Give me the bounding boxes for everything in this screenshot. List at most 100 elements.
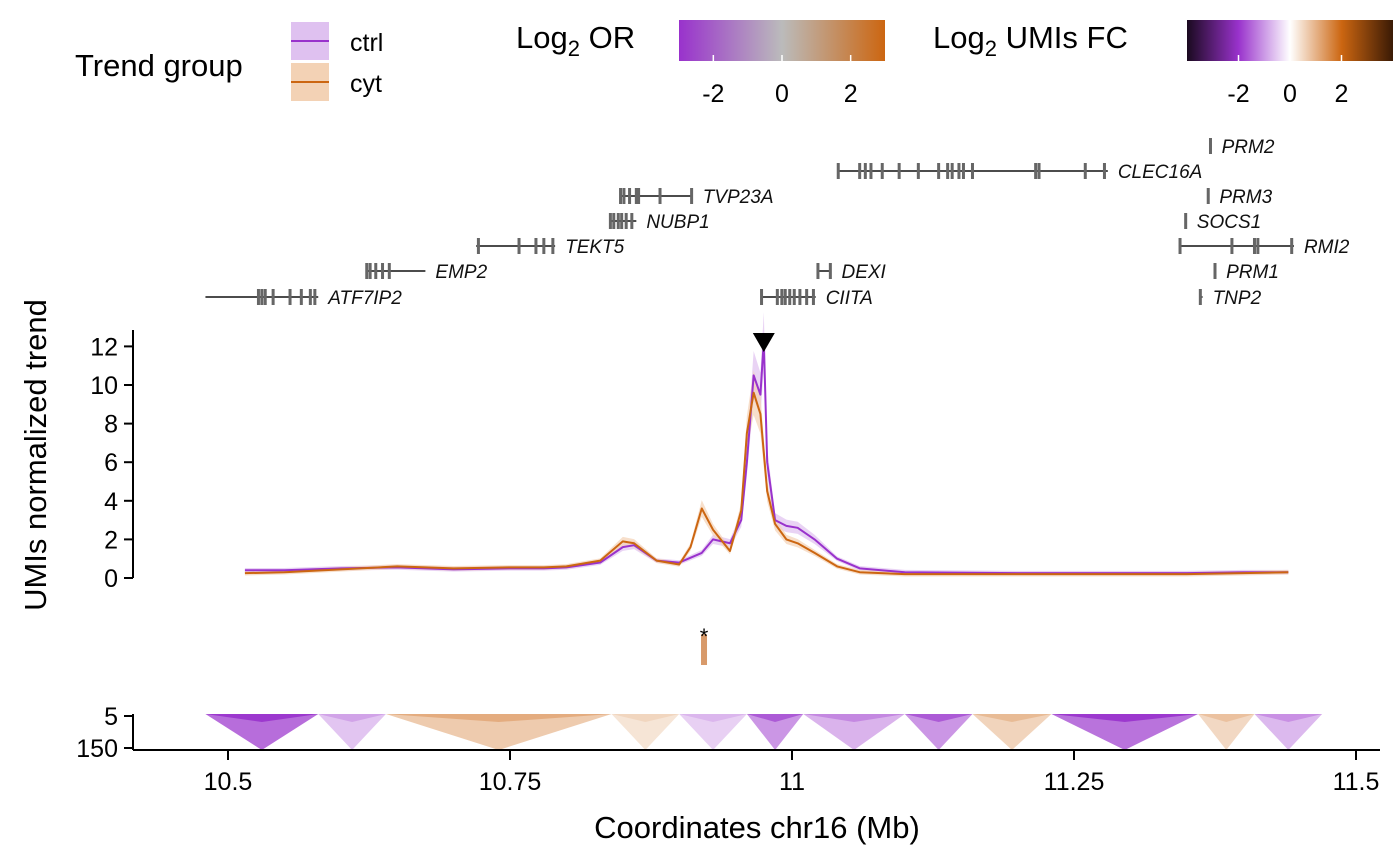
gene-tnp2-exon-0 xyxy=(1198,289,1202,305)
x-tick-label-4: 11.5 xyxy=(1333,768,1380,796)
gene-rmi2-label: RMI2 xyxy=(1304,237,1350,258)
x-axis-ticks: 10.5 10.75 11 11.25 11.5 xyxy=(204,750,1380,796)
legend-trend-group: Trend group ctrl cyt xyxy=(75,22,383,101)
gene-tvp23a-exon-1 xyxy=(622,188,626,204)
gene-clec16a-exon-3 xyxy=(869,163,873,179)
line-cyt xyxy=(244,391,1289,576)
or-tick-label-2: 2 xyxy=(844,80,858,108)
gene-atf7ip2-exon-2 xyxy=(263,289,267,305)
y-tick-label-2: 4 xyxy=(104,488,118,516)
heatmap-block-near-2 xyxy=(385,714,612,722)
gene-rmi2-exon-1 xyxy=(1230,238,1234,254)
gene-prm1-label: PRM1 xyxy=(1226,262,1279,283)
y-axis-title: UMIs normalized trend xyxy=(18,299,53,611)
gene-nubp1-exon-3 xyxy=(620,213,624,229)
heatmap-block-near-7 xyxy=(904,714,973,722)
gene-tekt5-exon-3 xyxy=(542,238,546,254)
gene-clec16a-exon-10 xyxy=(957,163,961,179)
heatmap-block-7 xyxy=(904,714,973,750)
heatmap-block-5 xyxy=(746,714,804,750)
gene-ciita-exon-7 xyxy=(805,289,809,305)
gene-emp2-exon-3 xyxy=(381,263,385,279)
fc-colorbar xyxy=(1187,20,1393,61)
gene-rmi2-exon-3 xyxy=(1256,238,1260,254)
gene-nubp1-exon-0 xyxy=(608,213,612,229)
x-tick-label-2: 11 xyxy=(779,768,805,796)
gene-atf7ip2-exon-5 xyxy=(299,289,303,305)
or-tick-label-0: -2 xyxy=(702,80,724,108)
heatmap-block-near-1 xyxy=(318,714,386,722)
heatmap-block-near-4 xyxy=(679,714,747,722)
gene-clec16a-exon-1 xyxy=(858,163,862,179)
gene-tvp23a-exon-3 xyxy=(634,188,638,204)
odds-ratio-track: * xyxy=(700,624,709,665)
fc-tick-label-2: 2 xyxy=(1335,80,1349,108)
heatmap-block-9 xyxy=(1051,714,1199,750)
gene-clec16a-exon-9 xyxy=(950,163,954,179)
heatmap-block-11 xyxy=(1254,714,1323,750)
x-tick-label-3: 11.25 xyxy=(1044,768,1105,796)
heatmap-block-near-10 xyxy=(1198,714,1255,722)
heatmap-block-near-8 xyxy=(972,714,1052,722)
heatmap-block-near-9 xyxy=(1051,714,1199,722)
gene-dexi-exon-0 xyxy=(816,263,820,279)
gene-tekt5-label: TEKT5 xyxy=(565,237,625,258)
legend-log2-umis-fc: Log2 UMIs FC -2 0 2 xyxy=(933,20,1393,108)
gene-nubp1-label: NUBP1 xyxy=(646,212,709,233)
gene-emp2-exon-1 xyxy=(368,263,372,279)
gene-ciita-label: CIITA xyxy=(826,288,873,309)
gene-nubp1-exon-1 xyxy=(612,213,616,229)
gene-clec16a-exon-11 xyxy=(961,163,965,179)
gene-emp2-exon-2 xyxy=(374,263,378,279)
or-scale-title: Log2 OR xyxy=(516,20,635,61)
y-tick-label-1: 2 xyxy=(104,526,118,554)
gene-dexi-label: DEXI xyxy=(841,262,886,283)
or-signal-bar xyxy=(701,634,708,665)
heatmap-block-6 xyxy=(803,714,905,750)
gene-tvp23a-exon-6 xyxy=(690,188,694,204)
gene-dexi-exon-1 xyxy=(828,263,832,279)
gene-atf7ip2-exon-3 xyxy=(271,289,275,305)
gene-prm3-label: PRM3 xyxy=(1219,187,1272,208)
gene-tvp23a-exon-2 xyxy=(628,188,632,204)
gene-tekt5-exon-0 xyxy=(476,238,480,254)
gene-prm3-exon-0 xyxy=(1206,188,1210,204)
y-tick-label-4: 8 xyxy=(104,411,118,439)
gene-rmi2-exon-4 xyxy=(1290,238,1294,254)
heatmap-block-near-6 xyxy=(803,714,905,722)
or-colorbar-ticks: -2 0 2 xyxy=(702,55,858,108)
gene-clec16a-exon-15 xyxy=(1083,163,1087,179)
gene-clec16a-exon-8 xyxy=(946,163,950,179)
gene-track: ATF7IP2 EMP2 TEKT5 NUBP1 TVP23A DEXI CIITA CLEC… xyxy=(205,137,1350,309)
heatmap-block-3 xyxy=(611,714,680,750)
gene-ciita-exon-8 xyxy=(811,289,815,305)
gene-ciita-exon-4 xyxy=(788,289,792,305)
gene-clec16a-exon-4 xyxy=(880,163,884,179)
gene-tvp23a-exon-0 xyxy=(619,188,623,204)
gene-clec16a-exon-14 xyxy=(1037,163,1041,179)
fc-colorbar-ticks: -2 0 2 xyxy=(1227,55,1348,108)
gene-ciita-exon-3 xyxy=(783,289,787,305)
hm-y-tick-label-1: 150 xyxy=(76,735,118,763)
gene-clec16a-exon-7 xyxy=(937,163,941,179)
heatmap-block-10 xyxy=(1198,714,1255,750)
heatmap-block-4 xyxy=(679,714,747,750)
trend-panel: 0 2 4 6 8 10 12 UMIs normalized trend xyxy=(18,299,1289,611)
gene-clec16a-label: CLEC16A xyxy=(1118,162,1203,183)
heatmap-block-8 xyxy=(972,714,1052,750)
gene-emp2-label: EMP2 xyxy=(435,262,487,283)
legend-title: Trend group xyxy=(75,48,243,83)
gene-tvp23a-exon-4 xyxy=(637,188,641,204)
x-axis: 10.5 10.75 11 11.25 11.5 Coordinates chr16 (… xyxy=(133,749,1380,845)
heatmap-block-near-0 xyxy=(205,714,319,722)
or-colorbar xyxy=(679,20,885,61)
or-tick-label-1: 0 xyxy=(775,80,789,108)
gene-prm2-label: PRM2 xyxy=(1222,137,1275,158)
heatmap-triangles xyxy=(205,714,1323,750)
gene-ciita-exon-0 xyxy=(760,289,764,305)
gene-atf7ip2-exon-7 xyxy=(313,289,317,305)
gene-prm1-exon-0 xyxy=(1213,263,1217,279)
